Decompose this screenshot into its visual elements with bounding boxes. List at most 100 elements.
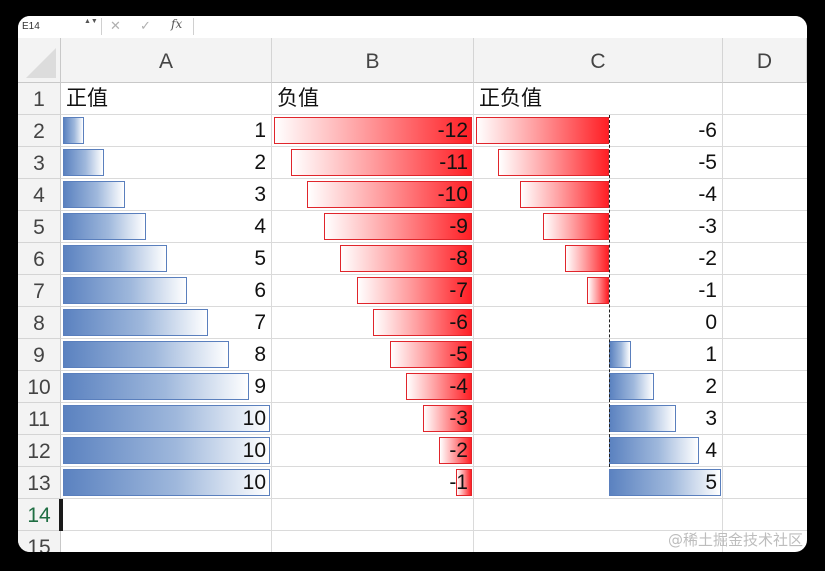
data-bar-a10 xyxy=(63,373,250,400)
cell-a4[interactable]: 3 xyxy=(254,183,266,206)
cell-a5[interactable]: 4 xyxy=(254,215,266,238)
cell-c4[interactable]: -4 xyxy=(698,183,717,206)
row-header-1[interactable]: 1 xyxy=(18,83,61,115)
cell-c5[interactable]: -3 xyxy=(698,215,717,238)
row-header-12[interactable]: 12 xyxy=(18,435,61,467)
data-bar-c10 xyxy=(609,373,654,400)
row-header-3[interactable]: 3 xyxy=(18,147,61,179)
cell-c7[interactable]: -1 xyxy=(698,279,717,302)
row-header-15[interactable]: 15 xyxy=(18,531,61,552)
cell-a12[interactable]: 10 xyxy=(242,439,266,462)
row-gridline xyxy=(61,178,807,179)
row-header-10[interactable]: 10 xyxy=(18,371,61,403)
cell-b11[interactable]: -3 xyxy=(449,407,468,430)
cell-c2[interactable]: -6 xyxy=(698,119,717,142)
data-bar-a13 xyxy=(63,469,270,496)
cell-a10[interactable]: 9 xyxy=(254,375,266,398)
row-header-11[interactable]: 11 xyxy=(18,403,61,435)
row-header-9[interactable]: 9 xyxy=(18,339,61,371)
column-header-b[interactable]: B xyxy=(272,38,474,83)
row-header-6[interactable]: 6 xyxy=(18,243,61,275)
column-header-a[interactable]: A xyxy=(61,38,272,83)
row-header-5[interactable]: 5 xyxy=(18,211,61,243)
spreadsheet-window: E14 ▲▼ ✕ ✓ fx A B C D 1 2 3 4 5 6 7 8 9 10 11 12 13 1… xyxy=(18,16,807,552)
cell-a13[interactable]: 10 xyxy=(242,471,266,494)
row-header-4[interactable]: 4 xyxy=(18,179,61,211)
data-bar-b5 xyxy=(323,213,472,240)
cell-b9[interactable]: -5 xyxy=(449,343,468,366)
enter-icon[interactable]: ✓ xyxy=(140,18,151,33)
cell-b12[interactable]: -2 xyxy=(449,439,468,462)
formula-bar-divider xyxy=(193,18,194,35)
data-bar-c11 xyxy=(609,405,677,432)
cell-b2[interactable]: -12 xyxy=(437,119,468,142)
cell-c3[interactable]: -5 xyxy=(698,151,717,174)
select-all-corner[interactable] xyxy=(18,38,61,83)
watermark: @稀土掘金技术社区 xyxy=(667,531,803,549)
cell-c1[interactable]: 正负值 xyxy=(479,87,542,110)
formula-bar-divider xyxy=(101,18,102,35)
row-gridline xyxy=(61,370,807,371)
name-box[interactable]: E14 xyxy=(22,21,40,32)
select-all-triangle-icon xyxy=(26,48,56,78)
cell-c10[interactable]: 2 xyxy=(705,375,717,398)
cell-a9[interactable]: 8 xyxy=(254,343,266,366)
row-gridline xyxy=(61,274,807,275)
cancel-icon[interactable]: ✕ xyxy=(110,18,121,33)
cell-a3[interactable]: 2 xyxy=(254,151,266,174)
row-header-8[interactable]: 8 xyxy=(18,307,61,339)
cell-b5[interactable]: -9 xyxy=(449,215,468,238)
cell-b7[interactable]: -7 xyxy=(449,279,468,302)
column-header-d[interactable]: D xyxy=(723,38,807,83)
cell-b4[interactable]: -10 xyxy=(437,183,468,206)
data-bar-a11 xyxy=(63,405,270,432)
cell-b1[interactable]: 负值 xyxy=(277,87,319,110)
data-bar-axis xyxy=(609,115,610,467)
formula-input[interactable] xyxy=(198,18,798,35)
selected-cell-e14[interactable] xyxy=(59,499,63,531)
row-header-7[interactable]: 7 xyxy=(18,275,61,307)
column-gridline xyxy=(271,83,272,552)
cell-b3[interactable]: -11 xyxy=(439,151,468,174)
cell-b10[interactable]: -4 xyxy=(449,375,468,398)
cell-c8[interactable]: 0 xyxy=(705,311,717,334)
column-gridline xyxy=(722,83,723,552)
data-bar-c13 xyxy=(609,469,721,496)
data-bar-b8 xyxy=(373,309,472,336)
row-gridline xyxy=(61,338,807,339)
cell-b6[interactable]: -8 xyxy=(449,247,468,270)
data-bar-b11 xyxy=(422,405,472,432)
cell-c13[interactable]: 5 xyxy=(705,471,717,494)
data-bar-a7 xyxy=(63,277,188,304)
data-bar-b7 xyxy=(356,277,472,304)
cell-a2[interactable]: 1 xyxy=(254,119,266,142)
cell-a1[interactable]: 正值 xyxy=(66,87,108,110)
insert-function-icon[interactable]: fx xyxy=(171,17,183,31)
data-bar-c7 xyxy=(586,277,609,304)
cell-c9[interactable]: 1 xyxy=(705,343,717,366)
cell-a6[interactable]: 5 xyxy=(254,247,266,270)
cell-c6[interactable]: -2 xyxy=(698,247,717,270)
data-bar-c2 xyxy=(476,117,609,144)
data-bar-a9 xyxy=(63,341,229,368)
cell-b13[interactable]: -1 xyxy=(449,471,468,494)
row-gridline xyxy=(61,466,807,467)
row-header-13[interactable]: 13 xyxy=(18,467,61,499)
row-gridline xyxy=(61,210,807,211)
cell-b8[interactable]: -6 xyxy=(449,311,468,334)
row-header-2[interactable]: 2 xyxy=(18,115,61,147)
cell-c12[interactable]: 4 xyxy=(705,439,717,462)
row-gridline xyxy=(61,242,807,243)
data-bar-b6 xyxy=(340,245,472,272)
cell-a8[interactable]: 7 xyxy=(254,311,266,334)
cell-a11[interactable]: 10 xyxy=(242,407,266,430)
row-header-14[interactable]: 14 xyxy=(18,499,61,531)
row-gridline xyxy=(61,434,807,435)
cell-a7[interactable]: 6 xyxy=(254,279,266,302)
cell-c11[interactable]: 3 xyxy=(705,407,717,430)
row-gridline xyxy=(61,146,807,147)
column-header-c[interactable]: C xyxy=(474,38,723,83)
cell-grid[interactable]: 正值 负值 正负值 1 2 3 4 5 6 7 8 9 10 10 10 -12 -11 -10 -9 -8-… xyxy=(59,83,807,552)
name-box-dropdown-icon[interactable]: ▲▼ xyxy=(84,18,98,25)
data-bar-b3 xyxy=(290,149,472,176)
